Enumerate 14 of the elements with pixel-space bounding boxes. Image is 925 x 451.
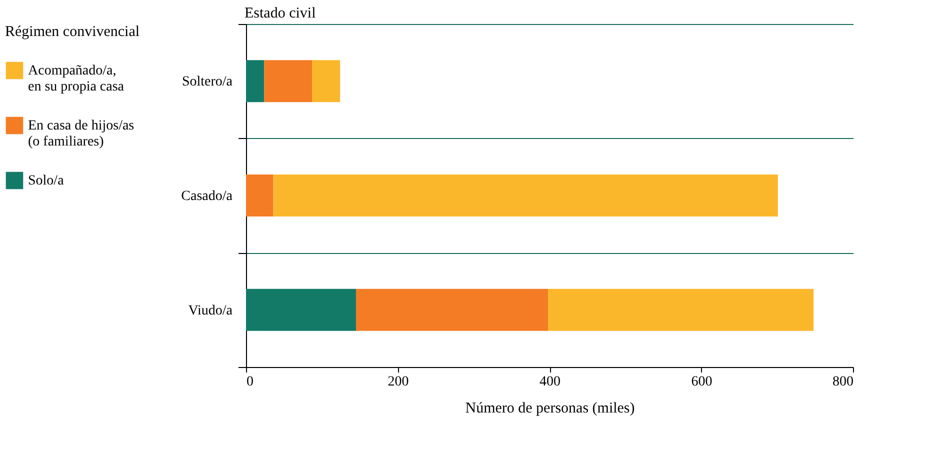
x-tick-label: 0	[246, 374, 254, 390]
x-tick-label: 800	[832, 374, 854, 390]
x-tick-label: 600	[691, 374, 712, 390]
legend-label: En casa de hijos/as (o familiares)	[28, 118, 134, 150]
legend-label: Solo/a	[28, 174, 65, 188]
y-axis-title: Estado civil	[244, 6, 316, 22]
y-tick-label: Casado/a	[181, 189, 234, 204]
y-tick-label: Viudo/a	[188, 303, 234, 318]
legend-title: Régimen convivencial	[5, 24, 140, 40]
y-tick-label: Soltero/a	[182, 74, 234, 90]
x-tick-label: 200	[388, 374, 409, 390]
x-axis-title: Número de personas (miles)	[465, 400, 635, 416]
x-tick-label: 400	[540, 374, 560, 390]
legend-label: Acompañado/a, en su propia casa	[28, 64, 125, 94]
